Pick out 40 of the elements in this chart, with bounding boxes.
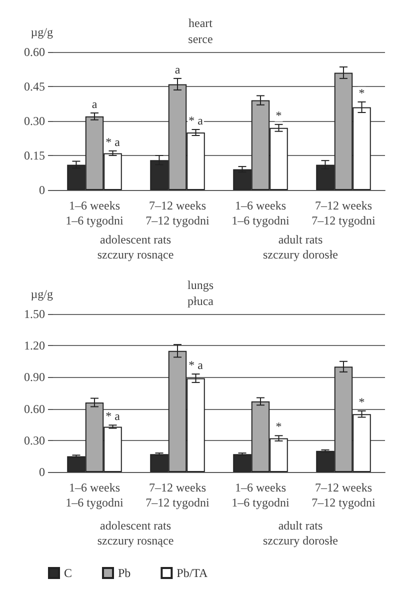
x-tick-label: 7–12 weeks 7–12 tygodni	[312, 480, 376, 510]
y-tick-label: 1.50	[24, 307, 45, 321]
data-label: * a	[188, 358, 204, 372]
data-label: *	[358, 394, 365, 409]
legend-label: Pb	[118, 566, 131, 580]
y-tick-label: 0.90	[24, 370, 45, 384]
legend-label: C	[64, 566, 72, 580]
x-tick-label: 1–6 weeks 1–6 tygodni	[66, 198, 124, 228]
y-tick-label: 0.30	[24, 433, 45, 448]
data-label: * a	[106, 409, 121, 424]
text: adolescent rats szczury rosnące	[97, 232, 174, 262]
y-tick-label: 0.60	[24, 402, 45, 416]
y-tick-label: 0	[39, 183, 45, 197]
text: adult rats szczury dorosłe	[263, 232, 338, 262]
x-tick-label: 7–12 weeks 7–12 tygodni	[146, 480, 210, 510]
data-label: * a	[106, 134, 121, 149]
y-tick-label: 0.30	[24, 114, 45, 128]
x-tick-label: 1–6 weeks 1–6 tygodni	[232, 198, 290, 228]
data-label: *	[358, 86, 365, 100]
data-label: *	[276, 108, 282, 122]
y-tick-label: 0.60	[24, 45, 45, 59]
y-tick-label: 0	[39, 465, 45, 479]
y-axis-title: µg/g	[30, 25, 53, 39]
y-tick-label: 0.45	[24, 80, 45, 94]
chart-title: heart serce	[188, 16, 214, 46]
y-axis-title: µg/g	[30, 287, 53, 301]
text: adult rats szczury dorosłe	[263, 518, 338, 548]
x-tick-label: 1–6 weeks 1–6 tygodni	[232, 480, 290, 510]
x-tick-label: 7–12 weeks 7–12 tygodni	[312, 198, 376, 228]
data-label: *	[276, 420, 282, 434]
text: adolescent rats szczury rosnące	[97, 518, 174, 548]
x-tick-label: 7–12 weeks 7–12 tygodni	[146, 198, 210, 228]
x-tick-label: 1–6 weeks 1–6 tygodni	[66, 480, 124, 510]
data-label: * a	[188, 114, 204, 128]
legend-label: Pb/TA	[176, 566, 208, 580]
chart-title: lungs płuca	[187, 278, 214, 308]
y-tick-label: 1.20	[24, 338, 45, 353]
y-tick-label: 0.15	[24, 148, 45, 162]
data-label: a	[92, 96, 98, 111]
data-label: a	[174, 62, 181, 76]
